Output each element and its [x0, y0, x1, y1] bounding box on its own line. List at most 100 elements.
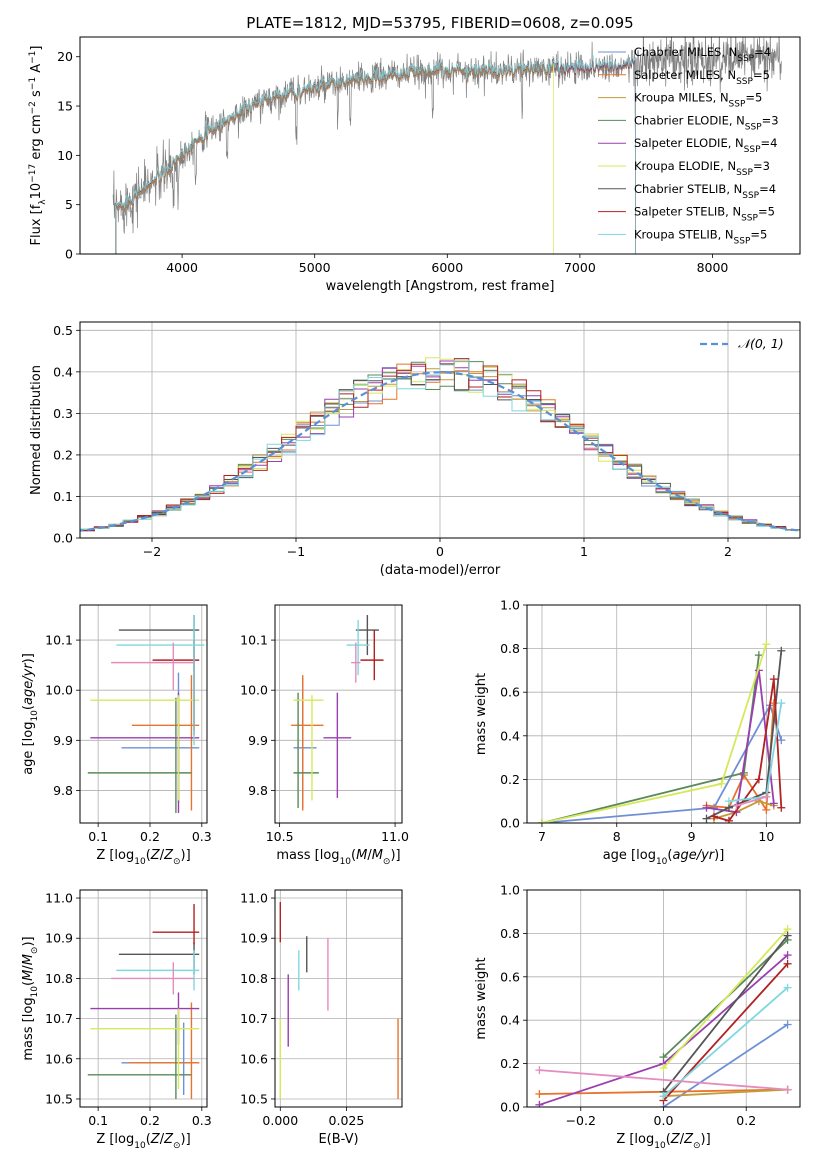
mass_vs_EBV-ytick-label-5: 11.0	[240, 891, 268, 906]
weight_vs_Z-marker-5-0	[659, 1063, 668, 1072]
spectrum-legend-label-8: Kroupa STELIB, NSSP=5	[634, 227, 767, 246]
weight_vs_Z-marker-6-1	[783, 931, 792, 940]
mass_vs_EBV-axes: 0.000 0.025 10.5 10.6 10.7 10.8 10.9 11.0 E(B-V)	[240, 889, 403, 1147]
weight_vs_age-ylabel: mass weight	[474, 673, 489, 755]
mass_vs_EBV-xtick-label-0: 0.000	[262, 1113, 298, 1128]
age_vs_Z-ytick-label-2: 10.0	[45, 683, 73, 698]
spectrum-model-line-0	[115, 57, 636, 254]
age_vs_mass-point-0	[293, 677, 317, 808]
mass_vs_Z-xlabel: Z [log10(Z/Z⊙)]	[96, 1132, 190, 1151]
spectrum-ylabel: Flux [fλ10−17 erg cm−2 s−1 A−1]	[28, 46, 48, 246]
weight_vs_Z-series-2	[663, 1088, 788, 1098]
weight_vs_age-marker-9-0	[732, 801, 741, 810]
age_vs_mass-point-4	[293, 695, 324, 801]
spectrum-axes: 4000 5000 6000 7000 8000 0 5 10 15 20 wavelength […	[28, 36, 801, 294]
mass_vs_Z-xtick-label-2: 0.3	[192, 1113, 212, 1128]
weight_vs_Z-marker-4-2	[783, 951, 792, 960]
weight_vs_Z-ylabel: mass weight	[474, 957, 489, 1039]
age_vs_Z-point-4	[90, 695, 200, 801]
weight_vs_age-axes: 7 8 9 10 0.0 0.2 0.4 0.6 0.8 1.0 age [log10(age/yr…	[474, 598, 801, 867]
weight_vs_age-marker-8-0	[724, 797, 733, 806]
residuals-gaussian-curve	[80, 371, 800, 532]
spectrum-ytick-label-3: 15	[57, 99, 73, 114]
age_vs_Z-point-7	[116, 615, 205, 746]
weight_vs_age-xtick-label-1: 8	[613, 829, 621, 844]
spectrum-model-line-3	[115, 56, 636, 254]
weight_vs_age-marker-7-1	[724, 816, 733, 823]
spectrum-model-line-8	[115, 54, 636, 254]
spectrum-xtick-label-2: 6000	[431, 260, 463, 275]
spectrum-model-line-2	[115, 57, 636, 254]
age_vs_Z-xtick-label-1: 0.2	[140, 829, 160, 844]
weight_vs_Z-series-0	[663, 1023, 789, 1107]
residuals-plot-area	[80, 357, 800, 533]
weight_vs_age-marker-4-0	[702, 803, 711, 812]
residuals-xtick-label-2: 0	[436, 544, 444, 559]
spectrum-xtick-label-0: 4000	[166, 260, 198, 275]
weight_vs_age-series-4	[706, 670, 775, 814]
weight_vs_Z-ytick-label-3: 0.6	[500, 969, 520, 984]
weight_vs_Z-plot-area	[535, 925, 792, 1107]
age_vs_mass-ytick-label-2: 10.0	[240, 683, 268, 698]
weight_vs_Z-ytick-label-1: 0.2	[500, 1056, 520, 1071]
mass_vs_Z-ytick-label-1: 10.6	[45, 1051, 73, 1066]
mass_vs_EBV-ytick-label-2: 10.7	[240, 1011, 268, 1026]
age_vs_mass-point-3	[323, 692, 352, 798]
weight_vs_Z-ytick-label-0: 0.0	[500, 1100, 520, 1115]
age_vs_mass-plot-area	[291, 615, 384, 811]
spectrum-xtick-label-1: 5000	[299, 260, 331, 275]
spectrum-legend-label-6: Chabrier STELIB, NSSP=4	[634, 182, 776, 201]
weight_vs_age-xtick-label-3: 10	[758, 829, 774, 844]
mass_vs_EBV-xtick-label-1: 0.025	[329, 1113, 365, 1128]
residuals-xtick-label-1: −1	[287, 544, 305, 559]
weight_vs_age-marker-9-1	[762, 792, 771, 801]
spectrum-ytick-label-1: 5	[65, 197, 73, 212]
weight_vs_Z-marker-8-0	[659, 1092, 668, 1101]
age_vs_Z-point-5	[118, 615, 200, 731]
weight_vs_Z-ytick-label-4: 0.8	[500, 926, 520, 941]
spectrum-model-line-4	[115, 56, 636, 254]
mass_vs_EBV-ytick-label-3: 10.8	[240, 971, 268, 986]
weight_vs_Z-marker-4-0	[535, 1100, 544, 1107]
age_vs_Z-xlabel: Z [log10(Z/Z⊙)]	[96, 848, 190, 867]
spectrum-legend-label-2: Kroupa MILES, NSSP=5	[634, 91, 762, 110]
age_vs_Z-axes: 0.1 0.2 0.3 9.8 9.9 10.0 10.1 Z [log10(Z/Z⊙)] ag…	[21, 604, 212, 867]
spectrum-legend: Chabrier MILES, NSSP=4 Salpeter MILES, NS…	[598, 45, 779, 246]
weight_vs_age-xtick-label-2: 9	[688, 829, 696, 844]
age_vs_Z-xtick-label-0: 0.1	[88, 829, 108, 844]
weight_vs_age-marker-5-0	[537, 819, 546, 823]
residuals-frame	[79, 321, 801, 539]
weight_vs_age-series-5	[541, 643, 768, 823]
weight_vs_Z-xtick-label-0: −0.2	[566, 1113, 596, 1128]
age_vs_mass-xtick-label-1: 11.0	[381, 829, 409, 844]
mass_vs_Z-point-7	[116, 950, 200, 991]
age_vs_mass-point-7	[346, 620, 370, 676]
mass_vs_EBV-ytick-label-0: 10.5	[240, 1091, 268, 1106]
weight_vs_age-ytick-label-4: 0.8	[500, 641, 520, 656]
age_vs_mass-axes: 10.5 11.0 9.8 9.9 10.0 10.1 mass [log10(M/M⊙)]	[240, 604, 409, 867]
age_vs_mass-point-5	[355, 615, 379, 656]
age_vs_Z-ytick-label-0: 9.8	[53, 783, 73, 798]
spectrum-frame	[79, 36, 801, 255]
mass_vs_Z-ytick-label-5: 11.0	[45, 891, 73, 906]
weight_vs_Z-marker-9-1	[783, 1085, 792, 1094]
weight_vs_Z-frame	[526, 889, 801, 1108]
mass_vs_Z-point-5	[118, 942, 200, 975]
weight_vs_Z-xtick-label-1: 0.0	[654, 1113, 674, 1128]
weight_vs_age-marker-4-3	[769, 799, 778, 808]
mass_vs_EBV-ytick-label-4: 10.9	[240, 931, 268, 946]
spectrum-model-line-5	[115, 61, 554, 254]
weight_vs_Z-ytick-label-2: 0.4	[500, 1013, 520, 1028]
spectrum-legend-label-0: Chabrier MILES, NSSP=4	[634, 45, 771, 64]
mass_vs_Z-point-1	[129, 1002, 200, 1099]
spectrum-ytick-label-2: 10	[57, 148, 73, 163]
age_vs_Z-ylabel: age [log10(age/yr)]	[21, 653, 40, 775]
mass_vs_Z-ytick-label-0: 10.5	[45, 1091, 73, 1106]
mass_vs_Z-point-2	[87, 1014, 192, 1099]
residuals-ylabel: Normed distribution	[29, 365, 44, 495]
weight_vs_Z-series-6	[662, 935, 789, 1093]
age_vs_mass-ytick-label-3: 10.1	[240, 633, 268, 648]
spectrum-xtick-label-3: 7000	[564, 260, 596, 275]
age_vs_mass-ytick-label-1: 9.9	[248, 733, 268, 748]
